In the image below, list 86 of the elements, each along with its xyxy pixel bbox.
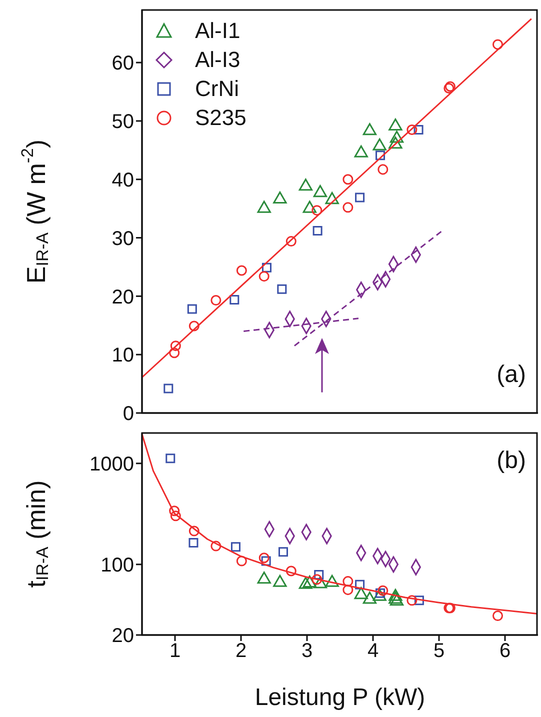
point	[258, 271, 270, 282]
point	[388, 588, 402, 601]
y-tick-label: 1000	[90, 454, 134, 476]
x-tick-label: 2	[235, 640, 247, 662]
point	[298, 178, 313, 191]
x-tick-label: 1	[169, 640, 181, 662]
point	[286, 236, 296, 247]
point	[354, 587, 368, 600]
point	[170, 340, 181, 352]
point	[258, 552, 270, 564]
legend-label: Al-I3	[195, 46, 240, 72]
point	[169, 506, 180, 516]
point	[342, 584, 354, 596]
point	[414, 124, 424, 134]
point	[362, 592, 377, 604]
x-tick-label: 5	[433, 640, 445, 662]
point	[342, 576, 354, 587]
point	[355, 192, 365, 202]
point	[372, 588, 386, 601]
point	[376, 150, 386, 160]
point	[302, 200, 316, 213]
point	[164, 384, 174, 394]
point	[390, 130, 404, 143]
annotation: (b)	[496, 447, 526, 475]
legend-label: S235	[195, 104, 246, 130]
point	[166, 454, 176, 464]
x-tick-label: 6	[499, 640, 511, 662]
point	[187, 304, 197, 314]
point	[188, 538, 198, 548]
point	[257, 200, 271, 213]
point	[414, 596, 424, 606]
point	[406, 595, 418, 606]
point	[372, 138, 386, 150]
x-tick-label: 3	[301, 640, 313, 662]
y-tick-label: 50	[112, 111, 134, 134]
point	[210, 540, 222, 552]
point	[298, 576, 313, 589]
point	[312, 205, 322, 216]
point	[342, 202, 354, 213]
point	[261, 556, 271, 566]
point	[262, 262, 272, 272]
point	[313, 185, 328, 198]
point	[273, 574, 287, 587]
point	[236, 265, 247, 276]
point	[355, 580, 365, 590]
point	[406, 124, 418, 135]
point	[230, 294, 240, 304]
point	[325, 574, 339, 587]
legend-label: CrNi	[195, 76, 239, 102]
point	[188, 320, 200, 332]
point	[236, 556, 247, 566]
point	[354, 145, 368, 158]
y-tick-label: 10	[112, 344, 134, 367]
y-tick-label: 100	[100, 554, 134, 577]
y-tick-label: 40	[112, 169, 134, 192]
point	[210, 295, 222, 306]
point	[492, 39, 504, 50]
point	[325, 192, 339, 204]
x-axis-title: Leistung P (kW)	[254, 684, 426, 711]
point	[492, 610, 504, 622]
point	[230, 542, 240, 552]
y-tick-label: 20	[112, 286, 134, 308]
point	[313, 576, 328, 588]
y-tick-label: 0	[122, 403, 134, 426]
point	[273, 191, 287, 204]
point	[388, 118, 402, 130]
point	[362, 123, 377, 136]
x-tick-label: 4	[367, 640, 379, 662]
point	[278, 547, 288, 557]
point	[286, 566, 296, 576]
point	[188, 526, 200, 536]
point	[342, 174, 354, 185]
y-tick-label: 30	[112, 228, 134, 250]
point	[257, 572, 271, 584]
point	[170, 510, 181, 522]
point	[169, 348, 180, 358]
point	[314, 570, 324, 580]
y-tick-label: 60	[112, 52, 134, 75]
point	[277, 284, 287, 294]
point	[302, 576, 316, 588]
point	[312, 226, 322, 236]
point	[378, 164, 388, 175]
annotation: (a)	[496, 361, 526, 389]
point	[388, 136, 402, 149]
legend-label: Al-I1	[195, 18, 240, 44]
y-tick-label: 20	[112, 625, 134, 648]
